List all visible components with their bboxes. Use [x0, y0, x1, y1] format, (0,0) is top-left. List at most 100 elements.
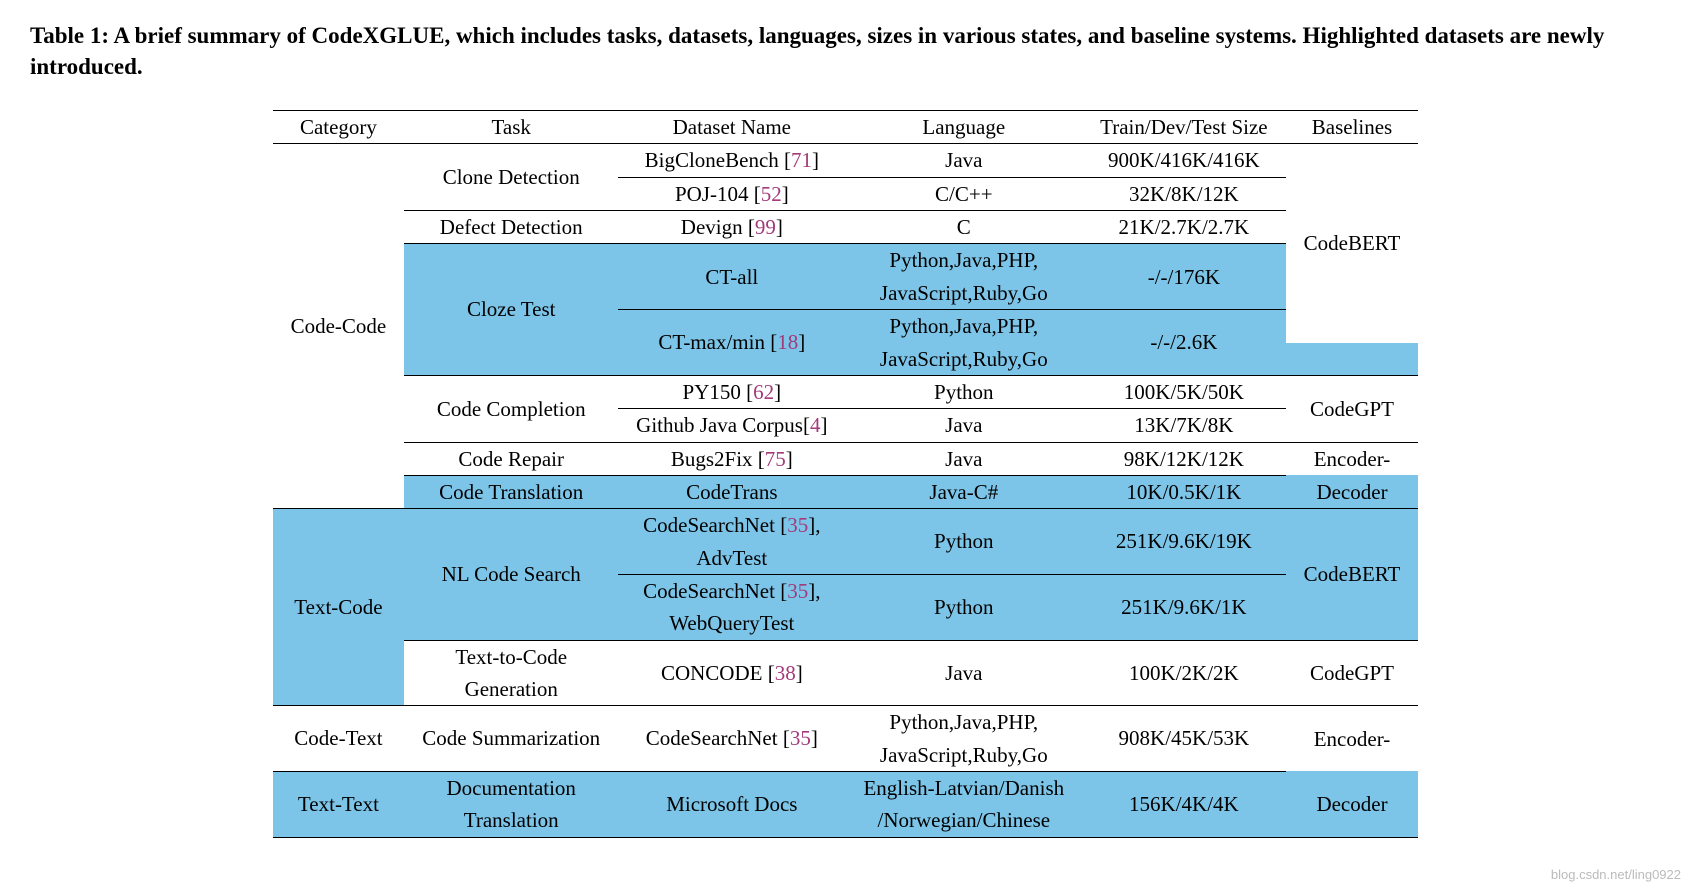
- ds-wq-l1-pre: CodeSearchNet [: [643, 579, 787, 603]
- ds-concode-post: ]: [796, 661, 803, 685]
- sz-codetrans: 10K/0.5K/1K: [1082, 475, 1286, 508]
- baseline-codegpt-1: CodeGPT: [1286, 375, 1419, 442]
- col-baselines: Baselines: [1286, 111, 1419, 144]
- sz-py150: 100K/5K/50K: [1082, 375, 1286, 408]
- baseline-codebert-2: CodeBERT: [1286, 509, 1419, 640]
- row-doc-l1: Text-Text Documentation Microsoft Docs E…: [273, 771, 1419, 804]
- row-ctall-l1: Cloze Test CT-all Python,Java,PHP, -/-/1…: [273, 244, 1419, 277]
- row-adv-l1: Text-Code NL Code Search CodeSearchNet […: [273, 509, 1419, 542]
- ds-ctmm: CT-max/min [18]: [618, 310, 845, 376]
- ds-py150-pre: PY150 [: [683, 380, 754, 404]
- lang-python-adv: Python: [845, 509, 1082, 575]
- lang-ccpp: C/C++: [845, 177, 1082, 210]
- ds-wq-l2: WebQueryTest: [618, 607, 845, 640]
- task-clone: Clone Detection: [404, 144, 618, 211]
- sz-ctall: -/-/176K: [1082, 244, 1286, 310]
- ds-adv-l1-pre: CodeSearchNet [: [643, 513, 787, 537]
- ds-csn-summ-post: ]: [811, 726, 818, 750]
- ds-wq-l1-post: ],: [808, 579, 820, 603]
- ds-wq-l1: CodeSearchNet [35],: [618, 574, 845, 607]
- sz-poj: 32K/8K/12K: [1082, 177, 1286, 210]
- task-doc-l1: Documentation: [404, 771, 618, 804]
- row-summ-l1: Code-Text Code Summarization CodeSearchN…: [273, 706, 1419, 739]
- lang-c: C: [845, 211, 1082, 244]
- watermark: blog.csdn.net/ling0922: [1551, 867, 1681, 882]
- task-completion: Code Completion: [404, 375, 618, 442]
- baseline-encdec-l1b: Encoder-: [1286, 706, 1419, 772]
- sz-bigclone: 900K/416K/416K: [1082, 144, 1286, 177]
- table-wrap: Category Task Dataset Name Language Trai…: [30, 110, 1661, 838]
- ds-csn-summ: CodeSearchNet [35]: [618, 706, 845, 772]
- lang-python-1: Python: [845, 375, 1082, 408]
- row-concode-l1: Text-to-Code CONCODE [38] Java 100K/2K/2…: [273, 640, 1419, 673]
- cite-38: 38: [775, 661, 796, 685]
- task-t2c-l1: Text-to-Code: [404, 640, 618, 673]
- row-devign: Defect Detection Devign [99] C 21K/2.7K/…: [273, 211, 1419, 244]
- ds-msdocs: Microsoft Docs: [618, 771, 845, 837]
- lang-six-2a: Python,Java,PHP,: [845, 310, 1082, 343]
- cite-62: 62: [753, 380, 774, 404]
- lang-java-3: Java: [845, 442, 1082, 475]
- col-dataset: Dataset Name: [618, 111, 845, 144]
- baseline-encdec-l2b: Decoder: [1286, 771, 1419, 837]
- ds-poj-post: ]: [782, 182, 789, 206]
- task-repair: Code Repair: [404, 442, 618, 475]
- sz-bugs2fix: 98K/12K/12K: [1082, 442, 1286, 475]
- task-translation: Code Translation: [404, 475, 618, 508]
- cite-35c: 35: [790, 726, 811, 750]
- sz-wq: 251K/9.6K/1K: [1082, 574, 1286, 640]
- row-codetrans: Code Translation CodeTrans Java-C# 10K/0…: [273, 475, 1419, 508]
- lang-en-l1: English-Latvian/Danish: [845, 771, 1082, 804]
- ds-adv-l1-post: ],: [808, 513, 820, 537]
- lang-six-1a: Python,Java,PHP,: [845, 244, 1082, 277]
- task-summ: Code Summarization: [404, 706, 618, 772]
- ds-codetrans: CodeTrans: [618, 475, 845, 508]
- col-task: Task: [404, 111, 618, 144]
- ds-concode-pre: CONCODE [: [661, 661, 775, 685]
- lang-six-3a: Python,Java,PHP,: [845, 706, 1082, 739]
- cat-textcode: Text-Code: [273, 509, 405, 706]
- ds-devign-post: ]: [776, 215, 783, 239]
- task-cloze: Cloze Test: [404, 244, 618, 375]
- task-defect: Defect Detection: [404, 211, 618, 244]
- cat-codetext: Code-Text: [273, 706, 405, 772]
- ds-adv-l1: CodeSearchNet [35],: [618, 509, 845, 542]
- cite-18: 18: [777, 330, 798, 354]
- cite-71: 71: [791, 148, 812, 172]
- baseline-encdec-l2a: Decoder: [1286, 475, 1419, 508]
- cat-codecode: Code-Code: [273, 144, 405, 509]
- baseline-codebert-1: CodeBERT: [1286, 144, 1419, 343]
- ds-bigclone: BigCloneBench [71]: [618, 144, 845, 177]
- task-t2c-l2: Generation: [404, 673, 618, 706]
- cite-52: 52: [761, 182, 782, 206]
- col-category: Category: [273, 111, 405, 144]
- lang-six-1b: JavaScript,Ruby,Go: [845, 277, 1082, 310]
- ds-gjc: Github Java Corpus[4]: [618, 409, 845, 442]
- lang-java-2: Java: [845, 409, 1082, 442]
- col-language: Language: [845, 111, 1082, 144]
- ds-bugs2fix-pre: Bugs2Fix [: [671, 447, 765, 471]
- baseline-codegpt-2: CodeGPT: [1286, 640, 1419, 706]
- ds-concode: CONCODE [38]: [618, 640, 845, 706]
- lang-java-concode: Java: [845, 640, 1082, 706]
- cat-texttext: Text-Text: [273, 771, 405, 837]
- col-size: Train/Dev/Test Size: [1082, 111, 1286, 144]
- ds-adv-l2: AdvTest: [618, 542, 845, 575]
- cite-4: 4: [810, 413, 821, 437]
- ds-gjc-post: ]: [820, 413, 827, 437]
- ds-ctmm-pre: CT-max/min [: [658, 330, 777, 354]
- sz-summ: 908K/45K/53K: [1082, 706, 1286, 772]
- lang-en-l2: /Norwegian/Chinese: [845, 804, 1082, 837]
- lang-six-2b: JavaScript,Ruby,Go: [845, 343, 1082, 376]
- row-bigclone: Code-Code Clone Detection BigCloneBench …: [273, 144, 1419, 177]
- sz-devign: 21K/2.7K/2.7K: [1082, 211, 1286, 244]
- ds-ctmm-post: ]: [798, 330, 805, 354]
- sz-gjc: 13K/7K/8K: [1082, 409, 1286, 442]
- ds-poj-pre: POJ-104 [: [675, 182, 761, 206]
- lang-java-1: Java: [845, 144, 1082, 177]
- task-doc-l2: Translation: [404, 804, 618, 837]
- sz-concode: 100K/2K/2K: [1082, 640, 1286, 706]
- cite-35b: 35: [787, 579, 808, 603]
- lang-javacs: Java-C#: [845, 475, 1082, 508]
- ds-bigclone-pre: BigCloneBench [: [645, 148, 791, 172]
